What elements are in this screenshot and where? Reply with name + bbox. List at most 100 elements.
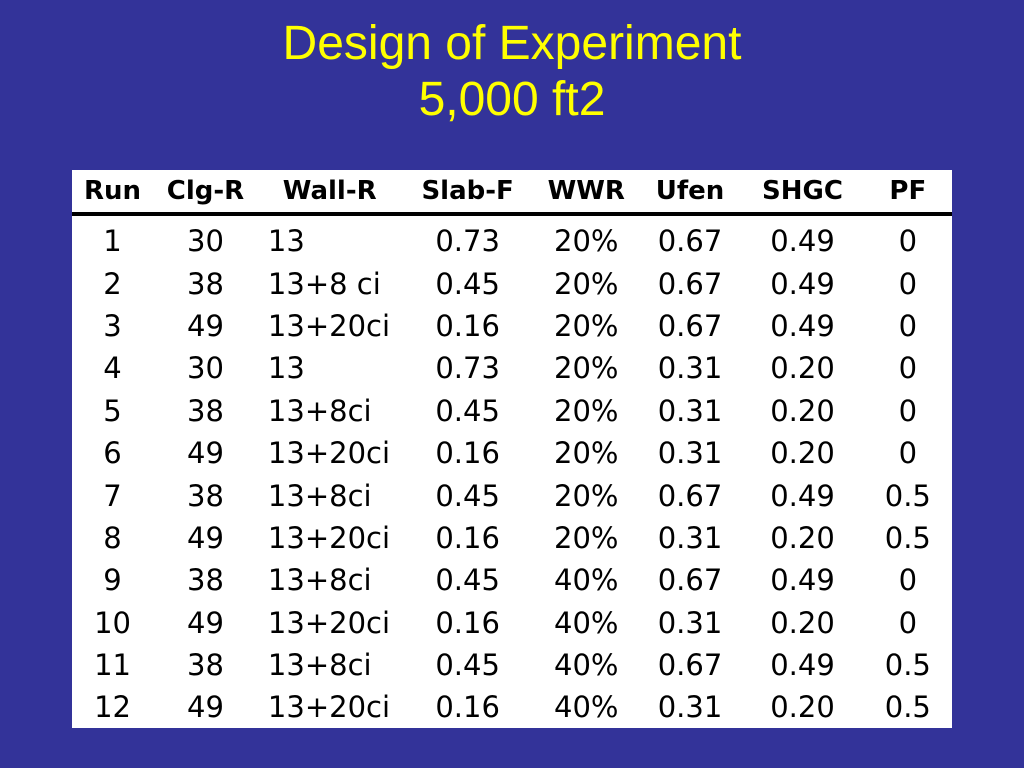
cell-pf: 0: [898, 393, 918, 428]
cell-run: 10: [94, 605, 131, 640]
cell-ufen: 0.31: [657, 393, 723, 428]
cell-ufen: 0.67: [657, 308, 723, 343]
column-header-wall-r: Wall-R: [257, 170, 402, 216]
cell-wwr: 20%: [554, 224, 619, 259]
cell-shgc: 0.20: [770, 690, 835, 725]
cell-slab-f: 0.16: [435, 690, 500, 725]
cell-clg-r: 38: [187, 478, 224, 513]
cell-ufen: 0.31: [657, 690, 723, 725]
cell-shgc: 0.20: [770, 436, 835, 471]
cell-wwr: 20%: [554, 393, 619, 428]
column-header-ufen: Ufen: [638, 170, 742, 216]
table-row: 10 49 13+20ci 0.16 40% 0.31 0.20 0: [72, 602, 952, 644]
cell-wwr: 20%: [554, 436, 619, 471]
cell-wall-r: 13+20ci: [267, 605, 391, 640]
cell-pf: 0: [898, 308, 918, 343]
cell-ufen: 0.67: [657, 563, 723, 598]
cell-shgc: 0.49: [770, 266, 835, 301]
cell-shgc: 0.20: [770, 393, 835, 428]
cell-wall-r: 13+8ci: [267, 393, 372, 428]
column-header-clg-r: Clg-R: [153, 170, 258, 216]
cell-run: 2: [103, 266, 122, 301]
cell-clg-r: 49: [187, 690, 224, 725]
table-row: 9 38 13+8ci 0.45 40% 0.67 0.49 0: [72, 559, 952, 601]
cell-wall-r: 13: [267, 351, 305, 386]
cell-wwr: 20%: [554, 478, 619, 513]
cell-slab-f: 0.16: [435, 520, 500, 555]
table-row: 11 38 13+8ci 0.45 40% 0.67 0.49 0.5: [72, 644, 952, 686]
cell-run: 3: [103, 308, 122, 343]
cell-wwr: 40%: [554, 648, 619, 683]
cell-slab-f: 0.16: [435, 436, 500, 471]
cell-run: 12: [94, 690, 131, 725]
cell-ufen: 0.31: [657, 436, 723, 471]
table-row: 5 38 13+8ci 0.45 20% 0.31 0.20 0: [72, 390, 952, 432]
cell-pf: 0: [898, 436, 918, 471]
cell-pf: 0: [898, 266, 918, 301]
table-row: 3 49 13+20ci 0.16 20% 0.67 0.49 0: [72, 305, 952, 347]
cell-shgc: 0.49: [770, 648, 835, 683]
cell-run: 1: [103, 224, 122, 259]
cell-wall-r: 13+20ci: [267, 308, 391, 343]
cell-wall-r: 13+20ci: [267, 690, 391, 725]
cell-wall-r: 13+20ci: [267, 436, 391, 471]
cell-pf: 0.5: [884, 690, 931, 725]
cell-slab-f: 0.45: [435, 648, 500, 683]
cell-pf: 0: [898, 351, 918, 386]
cell-wall-r: 13+8ci: [267, 648, 372, 683]
cell-slab-f: 0.45: [435, 478, 500, 513]
table-body: 1 30 13 0.73 20% 0.67 0.49 0 2 38 13+8 ci 0.45 20% 0.…: [72, 214, 952, 729]
title-subtitle: 5,000 ft2: [418, 73, 606, 126]
cell-pf: 0.5: [884, 520, 931, 555]
cell-clg-r: 38: [187, 563, 224, 598]
table-row: 2 38 13+8 ci 0.45 20% 0.67 0.49 0: [72, 262, 952, 304]
cell-shgc: 0.49: [770, 308, 835, 343]
column-header-run: Run: [72, 170, 154, 216]
cell-pf: 0: [898, 605, 918, 640]
slide-title: Design of Experiment 5,000 ft2: [0, 16, 1024, 128]
cell-run: 9: [103, 563, 122, 598]
cell-clg-r: 49: [187, 520, 224, 555]
cell-ufen: 0.67: [657, 648, 723, 683]
column-header-shgc: SHGC: [741, 170, 864, 216]
cell-pf: 0.5: [884, 478, 931, 513]
cell-wall-r: 13: [267, 224, 305, 259]
cell-clg-r: 38: [187, 266, 224, 301]
cell-wall-r: 13+8ci: [267, 563, 372, 598]
cell-shgc: 0.20: [770, 605, 835, 640]
cell-wwr: 40%: [554, 563, 619, 598]
cell-wwr: 20%: [554, 308, 619, 343]
cell-run: 6: [103, 436, 122, 471]
data-table-panel: Run Clg-R Wall-R Slab-F WWR Ufen SHGC PF…: [72, 170, 952, 728]
column-header-slab-f: Slab-F: [401, 170, 534, 216]
table-row: 8 49 13+20ci 0.16 20% 0.31 0.20 0.5: [72, 517, 952, 559]
cell-slab-f: 0.73: [435, 224, 500, 259]
cell-wwr: 40%: [554, 690, 619, 725]
cell-ufen: 0.67: [657, 478, 723, 513]
cell-pf: 0: [898, 224, 918, 259]
cell-wwr: 20%: [554, 351, 619, 386]
cell-pf: 0.5: [884, 648, 931, 683]
column-header-wwr: WWR: [533, 170, 639, 216]
column-header-pf: PF: [863, 170, 952, 216]
cell-shgc: 0.49: [770, 224, 835, 259]
cell-wall-r: 13+8ci: [267, 478, 372, 513]
cell-slab-f: 0.16: [435, 605, 500, 640]
cell-wwr: 20%: [554, 520, 619, 555]
cell-run: 8: [103, 520, 122, 555]
cell-slab-f: 0.45: [435, 266, 500, 301]
cell-slab-f: 0.45: [435, 393, 500, 428]
cell-slab-f: 0.73: [435, 351, 500, 386]
cell-run: 5: [103, 393, 122, 428]
cell-shgc: 0.49: [770, 478, 835, 513]
cell-clg-r: 30: [187, 224, 224, 259]
cell-shgc: 0.20: [770, 351, 835, 386]
cell-run: 4: [103, 351, 122, 386]
cell-clg-r: 49: [187, 308, 224, 343]
cell-clg-r: 49: [187, 605, 224, 640]
table-row: 4 30 13 0.73 20% 0.31 0.20 0: [72, 347, 952, 389]
cell-wall-r: 13+8 ci: [267, 266, 381, 301]
cell-ufen: 0.31: [657, 520, 723, 555]
cell-shgc: 0.49: [770, 563, 835, 598]
cell-ufen: 0.31: [657, 351, 723, 386]
